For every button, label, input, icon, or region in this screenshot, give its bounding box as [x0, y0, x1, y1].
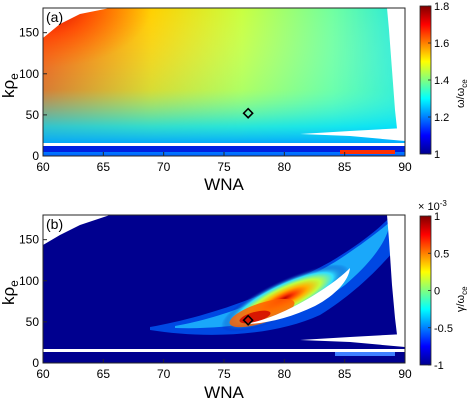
y-tick-label: 100	[19, 67, 39, 81]
panel-b-xlabel: WNA	[204, 383, 244, 402]
panel-a-ylabel: kρe	[0, 73, 21, 98]
panel-a-colorbar-label: ω/ωce	[455, 79, 469, 108]
panel-b-colorbar: -1 -0.5 0 0.5 1 × 10-3 γ/ωce	[418, 199, 469, 372]
panel-b-low-band	[335, 352, 395, 356]
panel-b-void-wedge	[300, 334, 405, 347]
y-tick-label: 50	[26, 315, 40, 329]
y-tick-label: 150	[19, 233, 39, 247]
colorbar-tick-label: 0	[434, 286, 440, 298]
panel-a-void-band	[43, 143, 405, 146]
x-tick-label: 60	[36, 367, 50, 381]
colorbar-tick-label: 1.8	[434, 1, 449, 13]
panel-b-x-ticks: 60 65 70 75 80 85 90	[36, 359, 412, 381]
panel-a-void-top-left	[43, 8, 110, 38]
panel-a-void-right	[387, 8, 405, 140]
panel-b-colorbar-label: γ/ωce	[455, 286, 469, 312]
panel-a-low-hot	[340, 150, 395, 154]
panel-a-colorbar: 1 1.2 1.4 1.6 1.8 ω/ωce	[419, 1, 469, 161]
colorbar-tick-label: 1.4	[434, 75, 449, 87]
panel-b-growth-peak	[239, 310, 271, 324]
panel-b-void-band	[43, 349, 405, 352]
panel-a-field-peak	[43, 8, 223, 108]
panel-a-marker	[242, 107, 254, 119]
colorbar-tick-label: -1	[434, 360, 444, 372]
colorbar-tick-label: 0.5	[434, 248, 449, 260]
panel-b-label: (b)	[46, 216, 63, 232]
x-tick-label: 65	[97, 160, 111, 174]
x-tick-label: 75	[217, 160, 231, 174]
x-tick-label: 65	[97, 367, 111, 381]
x-tick-label: 80	[278, 160, 292, 174]
x-tick-label: 70	[157, 160, 171, 174]
colorbar-tick-label: 1.2	[434, 112, 449, 124]
panel-b-contour	[245, 268, 350, 324]
y-tick-label: 0	[32, 149, 39, 163]
x-tick-label: 90	[398, 160, 412, 174]
panel-a-xlabel: WNA	[204, 175, 244, 194]
x-tick-label: 90	[398, 367, 412, 381]
y-tick-label: 0	[32, 356, 39, 370]
y-tick-label: 100	[19, 274, 39, 288]
colorbar-tick-label: 1	[434, 211, 440, 223]
colorbar-tick-label: -0.5	[434, 323, 453, 335]
panel-b-colorbar-exponent: × 10-3	[418, 199, 447, 213]
panel-b-marker	[242, 314, 254, 326]
panel-a-label: (a)	[46, 9, 63, 25]
panel-a-x-ticks: 60 65 70 75 80 85 90	[36, 152, 412, 174]
y-tick-label: 150	[19, 26, 39, 40]
panel-a-heatmap	[43, 8, 405, 156]
x-tick-label: 80	[278, 367, 292, 381]
panel-a-colorbar-ticks: 1 1.2 1.4 1.6 1.8	[428, 1, 449, 161]
x-tick-label: 85	[338, 367, 352, 381]
x-tick-label: 70	[157, 367, 171, 381]
panel-b-heatmap	[43, 215, 405, 363]
colorbar-tick-label: 1	[434, 149, 440, 161]
panel-a-y-ticks: 0 50 100 150	[19, 26, 47, 163]
panel-b-ylabel: kρe	[0, 280, 21, 305]
panel-a: 60 65 70 75 80 85 90 0 50 100 150 (a) WNA kρe 1 1.…	[0, 1, 469, 194]
y-tick-label: 50	[26, 108, 40, 122]
x-tick-label: 75	[217, 367, 231, 381]
x-tick-label: 60	[36, 160, 50, 174]
panel-a-low-band	[43, 146, 405, 152]
panel-a-void-wedge	[300, 128, 405, 141]
panel-b-void-right	[387, 215, 405, 345]
panel-b-y-ticks: 0 50 100 150	[19, 233, 47, 370]
colorbar-tick-label: 1.6	[434, 38, 449, 50]
panel-b-void-top-left	[43, 215, 110, 245]
x-tick-label: 85	[338, 160, 352, 174]
panel-b-colorbar-ticks: -1 -0.5 0 0.5 1	[428, 211, 453, 372]
